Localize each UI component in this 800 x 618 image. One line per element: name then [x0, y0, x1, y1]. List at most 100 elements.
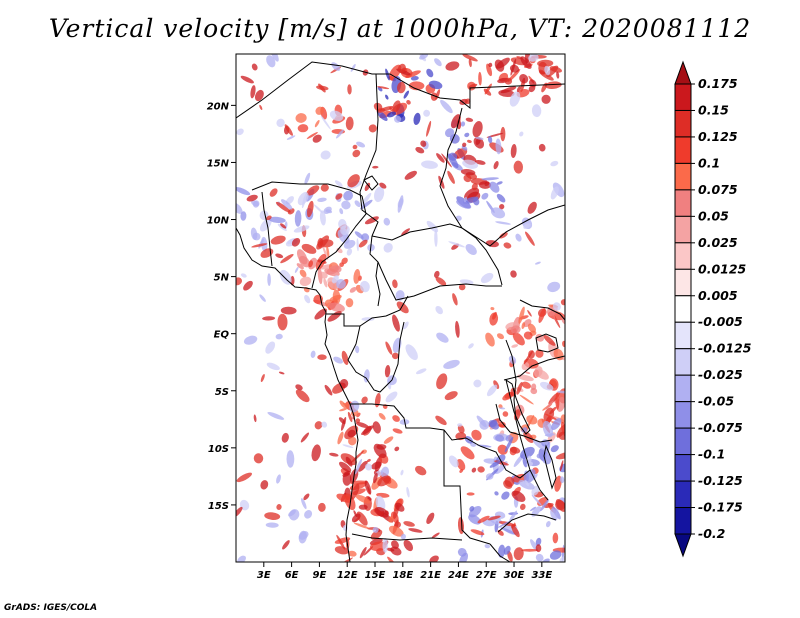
border-nigeria-north	[251, 181, 363, 197]
velocity-blob	[391, 540, 399, 549]
velocity-blob	[461, 145, 468, 151]
velocity-blob	[464, 98, 471, 105]
lake-tanganyika	[505, 378, 531, 435]
velocity-blob	[311, 444, 321, 462]
grads-credit: GrADS: IGES/COLA	[4, 603, 98, 613]
velocity-blob	[291, 238, 301, 247]
velocity-blob	[460, 121, 466, 127]
velocity-blob	[339, 407, 348, 412]
velocity-blob	[318, 502, 326, 512]
velocity-blob	[521, 427, 528, 433]
velocity-blob	[377, 475, 391, 487]
velocity-blob	[489, 419, 498, 428]
velocity-blob	[270, 235, 286, 245]
velocity-blob	[408, 528, 423, 533]
velocity-blob	[296, 263, 304, 270]
velocity-blob	[382, 538, 388, 553]
velocity-blob	[326, 245, 330, 258]
velocity-blob	[337, 431, 344, 445]
velocity-blob	[519, 131, 524, 137]
velocity-blob	[492, 311, 497, 320]
velocity-blob	[240, 75, 254, 84]
velocity-blob	[523, 350, 534, 365]
velocity-blob	[329, 452, 339, 457]
velocity-blob	[286, 135, 296, 140]
velocity-blob	[340, 416, 347, 431]
velocity-blob	[297, 124, 309, 133]
velocity-blob	[470, 529, 485, 536]
velocity-blob	[490, 307, 495, 311]
country-borders	[236, 61, 565, 562]
velocity-blob	[526, 415, 538, 425]
velocity-blob	[328, 302, 345, 313]
lon-tick-label: 24E	[448, 570, 469, 581]
colorbar-swatch	[674, 242, 692, 270]
velocity-blob	[385, 391, 398, 403]
velocity-blob	[254, 89, 264, 102]
velocity-blob	[351, 513, 361, 523]
velocity-blob	[361, 425, 374, 436]
velocity-blob	[339, 400, 347, 409]
lat-tick-label: EQ	[214, 330, 230, 341]
velocity-blob	[339, 208, 344, 215]
velocity-blob	[371, 461, 382, 470]
velocity-blob	[392, 415, 400, 422]
lat-tick-label: 5N	[214, 273, 230, 284]
velocity-blob	[341, 350, 349, 365]
velocity-blob	[306, 185, 320, 196]
velocity-blob	[322, 245, 329, 260]
velocity-blob	[240, 273, 247, 278]
velocity-blob	[349, 286, 357, 293]
velocity-blob	[477, 466, 485, 473]
colorbar-swatch	[674, 109, 692, 138]
lon-tick-label: 27E	[476, 570, 497, 581]
velocity-blob	[392, 100, 401, 113]
lake-malawi	[543, 444, 557, 490]
velocity-blob	[468, 343, 474, 349]
velocity-blob	[400, 533, 406, 540]
velocity-blob	[280, 254, 294, 264]
velocity-blob	[240, 211, 247, 221]
velocity-blob	[295, 113, 307, 123]
velocity-blob	[560, 460, 564, 472]
velocity-blob	[383, 217, 391, 226]
velocity-blob	[477, 515, 490, 524]
velocity-blob	[320, 150, 331, 160]
velocity-blob	[304, 172, 311, 185]
velocity-blob	[388, 525, 404, 537]
colorbar-swatch	[674, 189, 692, 217]
velocity-blob	[403, 539, 414, 552]
velocity-blob	[538, 143, 546, 152]
velocity-blob	[527, 201, 537, 214]
border-drc-angola	[350, 403, 481, 447]
velocity-blob	[459, 279, 474, 285]
velocity-blob	[308, 260, 314, 268]
velocity-blob	[306, 200, 314, 218]
velocity-blob	[373, 472, 378, 484]
velocity-blob	[434, 229, 438, 247]
velocity-blob	[259, 218, 272, 232]
velocity-blob	[475, 136, 484, 140]
velocity-blob	[353, 268, 361, 284]
velocity-blob	[296, 249, 308, 265]
velocity-blob	[294, 210, 302, 227]
velocity-blob	[353, 522, 370, 529]
velocity-blob	[516, 86, 521, 93]
velocity-blob	[294, 266, 299, 273]
velocity-blob	[265, 522, 279, 528]
velocity-blob	[415, 465, 427, 476]
velocity-blob	[426, 220, 439, 233]
velocity-blob	[500, 86, 517, 94]
velocity-blob	[236, 277, 242, 286]
velocity-blob	[356, 141, 366, 148]
velocity-blob	[463, 196, 468, 203]
velocity-blob	[445, 61, 460, 71]
velocity-blob	[498, 544, 506, 558]
velocity-blob	[397, 195, 404, 213]
lake-chad	[363, 175, 379, 191]
velocity-blob	[310, 350, 316, 358]
velocity-blob	[403, 90, 410, 99]
velocity-blob	[419, 54, 429, 60]
velocity-blob	[394, 502, 405, 512]
